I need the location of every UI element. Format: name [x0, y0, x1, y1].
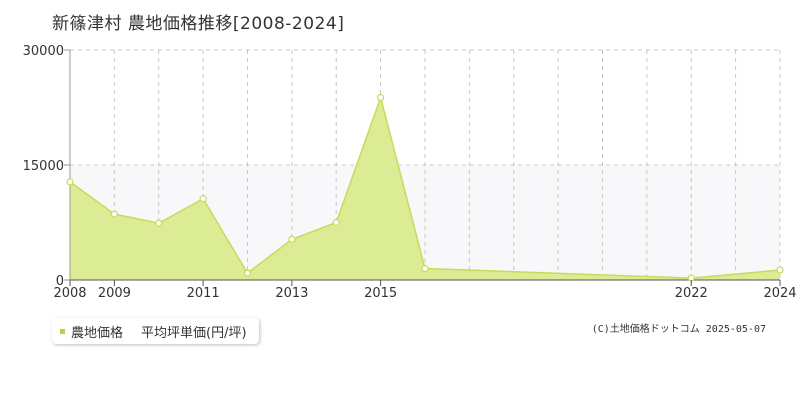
x-tick-label: 2013	[275, 286, 308, 300]
copyright-text: (C)土地価格ドットコム 2025-05-07	[591, 324, 766, 335]
x-tick-label: 2008	[53, 286, 86, 300]
x-tick-label: 2009	[98, 286, 131, 300]
data-point	[377, 93, 385, 102]
y-tick-label: 30000	[23, 44, 64, 59]
y-tick-label: 15000	[23, 159, 64, 174]
legend: 農地価格 平均坪単価(円/坪)	[52, 318, 259, 344]
area-chart: 2008 2009 2011 2013 2015 2022 2024 0 15000 30000	[23, 44, 797, 300]
chart-title: 新篠津村 農地価格推移[2008-2024]	[52, 14, 345, 34]
series-area	[70, 97, 780, 281]
data-point	[421, 264, 429, 273]
legend-series-label: 農地価格	[71, 325, 124, 341]
data-point	[155, 219, 163, 227]
data-point	[243, 269, 252, 277]
data-point	[332, 218, 340, 227]
data-point	[66, 178, 74, 186]
x-tick-label: 2024	[763, 286, 796, 300]
data-point	[110, 210, 118, 218]
x-tick-label: 2011	[187, 286, 220, 300]
legend-swatch	[60, 328, 65, 334]
x-tick-label: 2022	[675, 286, 708, 300]
x-tick-label: 2015	[364, 286, 397, 300]
data-point	[776, 266, 784, 274]
data-point	[199, 195, 207, 203]
legend-unit-label: 平均坪単価(円/坪)	[141, 325, 247, 341]
data-point	[288, 235, 296, 243]
y-tick-label: 0	[56, 274, 64, 289]
